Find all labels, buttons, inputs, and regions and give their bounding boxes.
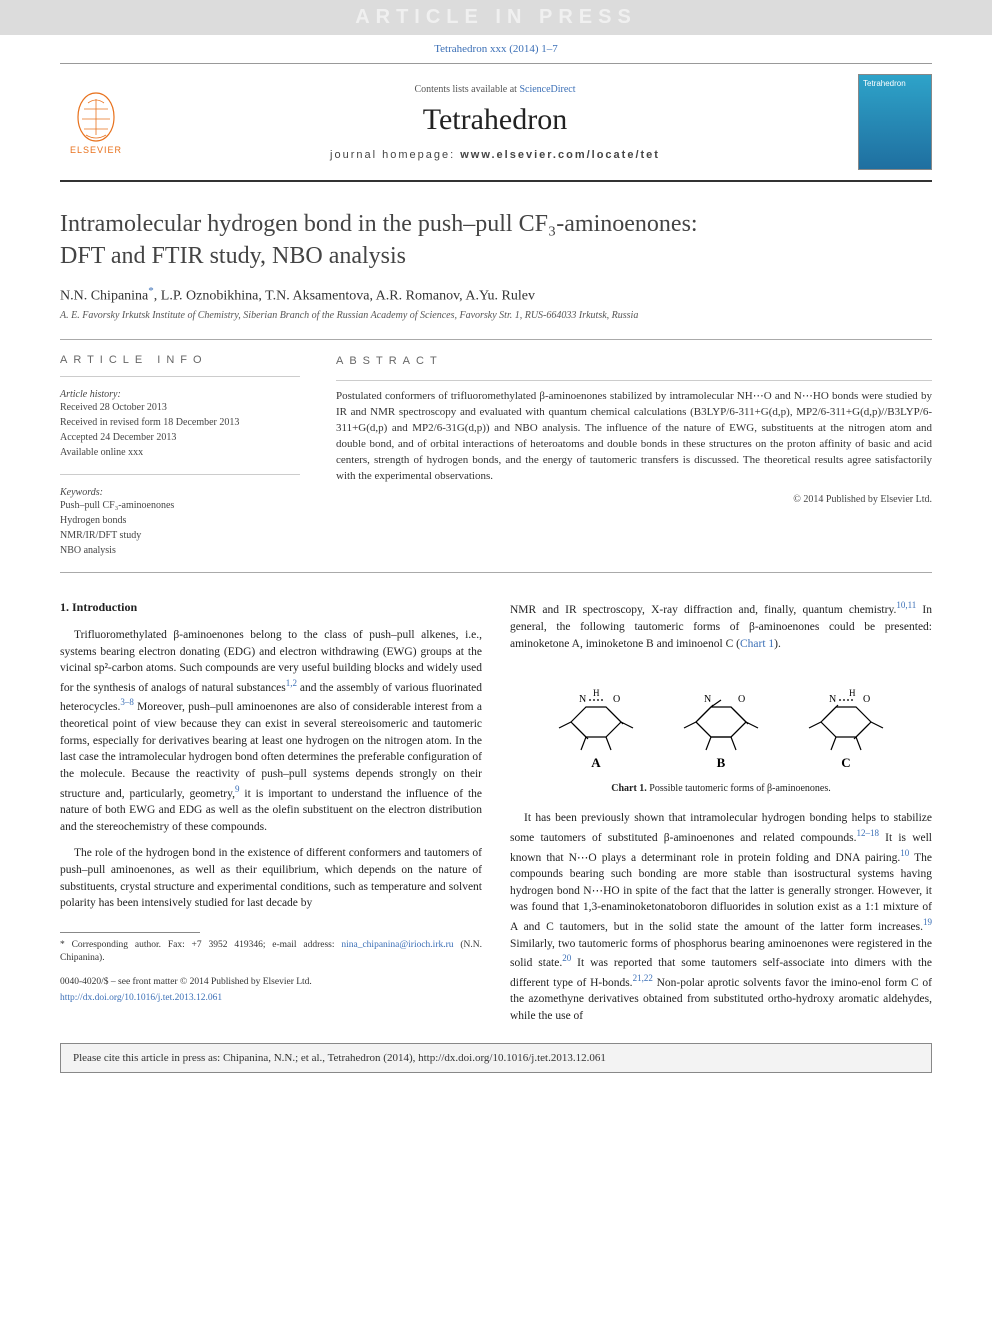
abstract-copyright: © 2014 Published by Elsevier Ltd. — [336, 493, 932, 508]
chart-caption-text: Possible tautomeric forms of β-aminoenon… — [647, 783, 831, 794]
abstract-column: ABSTRACT Postulated conformers of triflu… — [336, 354, 932, 558]
corr-note-prefix: * Corresponding author. Fax: +7 3952 419… — [60, 940, 341, 950]
ref-3-8[interactable]: 3–8 — [120, 697, 134, 707]
paragraph-1: Trifluoromethylated β-aminoenones belong… — [60, 627, 482, 836]
journal-cover-thumb[interactable]: Tetrahedron — [858, 74, 932, 170]
contents-line: Contents lists available at ScienceDirec… — [148, 84, 842, 95]
keyword-1: Push–pull CF₃-aminoenones — [60, 498, 300, 513]
corresponding-footnote: * Corresponding author. Fax: +7 3952 419… — [60, 939, 482, 966]
other-authors: , L.P. Oznobikhina, T.N. Aksamentova, A.… — [154, 288, 535, 303]
paragraph-2b: NMR and IR spectroscopy, X-ray diffracti… — [510, 599, 932, 652]
article-info-column: ARTICLE INFO Article history: Received 2… — [60, 354, 300, 558]
paragraph-3: It has been previously shown that intram… — [510, 810, 932, 1024]
front-matter: 0040-4020/$ – see front matter © 2014 Pu… — [60, 976, 482, 990]
title-line-1: Intramolecular hydrogen bond in the push… — [60, 211, 698, 237]
svg-text:N: N — [704, 694, 711, 705]
history-label: Article history: — [60, 389, 300, 400]
corresponding-author[interactable]: N.N. Chipanina — [60, 288, 148, 303]
svg-text:H: H — [849, 688, 856, 698]
svg-text:O: O — [863, 694, 870, 705]
ref-21-22[interactable]: 21,22 — [633, 973, 653, 983]
in-press-watermark: ARTICLE IN PRESS — [0, 0, 992, 35]
author-list: N.N. Chipanina*, L.P. Oznobikhina, T.N. … — [60, 285, 932, 305]
ref-10b[interactable]: 10 — [900, 848, 909, 858]
title-line-2: DFT and FTIR study, NBO analysis — [60, 243, 406, 269]
please-cite-box: Please cite this article in press as: Ch… — [60, 1043, 932, 1073]
svg-text:O: O — [613, 694, 620, 705]
svg-text:N: N — [829, 694, 836, 705]
keywords-label: Keywords: — [60, 487, 300, 498]
keyword-4: NBO analysis — [60, 543, 300, 558]
homepage-url[interactable]: www.elsevier.com/locate/tet — [460, 149, 660, 161]
abstract-text: Postulated conformers of trifluoromethyl… — [336, 389, 932, 485]
chart-label-c: C — [841, 755, 850, 770]
journal-header: ELSEVIER Contents lists available at Sci… — [60, 63, 932, 182]
chart-1-link[interactable]: Chart 1 — [740, 638, 774, 650]
abstract-heading: ABSTRACT — [336, 354, 932, 370]
article-info-heading: ARTICLE INFO — [60, 354, 300, 366]
chart-caption-prefix: Chart 1. — [611, 783, 647, 794]
chart-1-figure: N O H A N O — [510, 662, 932, 796]
corr-email-link[interactable]: nina_chipanina@irioch.irk.ru — [341, 940, 453, 950]
sciencedirect-link[interactable]: ScienceDirect — [519, 84, 575, 95]
top-citation-link[interactable]: Tetrahedron xxx (2014) 1–7 — [0, 35, 992, 63]
body-columns: 1. Introduction Trifluoromethylated β-am… — [60, 599, 932, 1024]
accepted-date: Accepted 24 December 2013 — [60, 430, 300, 445]
doi-link[interactable]: http://dx.doi.org/10.1016/j.tet.2013.12.… — [60, 993, 222, 1003]
affiliation: A. E. Favorsky Irkutsk Institute of Chem… — [60, 310, 932, 321]
info-abstract-row: ARTICLE INFO Article history: Received 2… — [60, 339, 932, 573]
paragraph-2a: The role of the hydrogen bond in the exi… — [60, 845, 482, 912]
online-date: Available online xxx — [60, 445, 300, 460]
footnote-separator — [60, 932, 200, 933]
revised-date: Received in revised form 18 December 201… — [60, 415, 300, 430]
chart-label-b: B — [717, 755, 726, 770]
homepage-prefix: journal homepage: — [330, 149, 460, 161]
svg-text:H: H — [593, 688, 600, 698]
cover-title: Tetrahedron — [863, 79, 927, 88]
chart-label-a: A — [591, 755, 601, 770]
chart-1-caption: Chart 1. Possible tautomeric forms of β-… — [510, 782, 932, 797]
ref-10-11[interactable]: 10,11 — [896, 600, 916, 610]
section-1-heading: 1. Introduction — [60, 599, 482, 616]
ref-12-18[interactable]: 12–18 — [856, 828, 879, 838]
keyword-2: Hydrogen bonds — [60, 513, 300, 528]
elsevier-logo[interactable]: ELSEVIER — [60, 82, 132, 162]
received-date: Received 28 October 2013 — [60, 400, 300, 415]
svg-text:N: N — [579, 694, 586, 705]
keyword-3: NMR/IR/DFT study — [60, 528, 300, 543]
homepage-line: journal homepage: www.elsevier.com/locat… — [148, 149, 842, 161]
ref-20[interactable]: 20 — [562, 953, 571, 963]
publisher-name: ELSEVIER — [70, 145, 122, 155]
ref-19[interactable]: 19 — [923, 917, 932, 927]
header-center: Contents lists available at ScienceDirec… — [148, 84, 842, 161]
contents-prefix: Contents lists available at — [414, 84, 519, 95]
ref-1-2[interactable]: 1,2 — [286, 678, 297, 688]
svg-text:O: O — [738, 694, 745, 705]
journal-name: Tetrahedron — [148, 103, 842, 137]
article-title: Intramolecular hydrogen bond in the push… — [60, 208, 932, 273]
